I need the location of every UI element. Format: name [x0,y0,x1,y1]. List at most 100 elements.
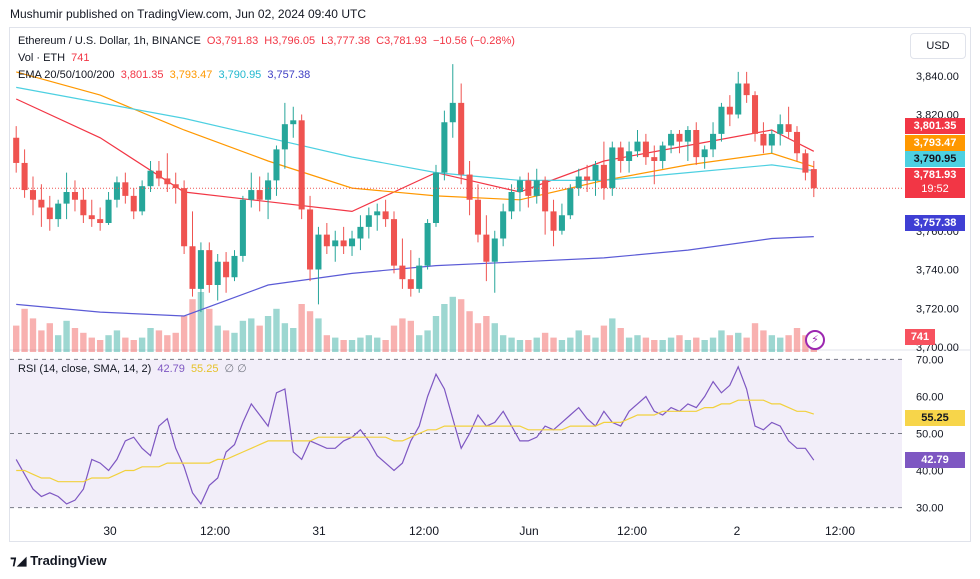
ema50-price-tag: 3,793.47 [905,135,965,151]
candle-body [676,133,683,142]
time-axis-label: 31 [312,524,326,538]
volume-label[interactable]: Vol · ETH [18,52,66,64]
candle-body [584,176,591,181]
volume-bar [206,308,213,352]
volume-bar [130,340,137,352]
volume-bar [785,335,792,352]
candle-body [491,238,498,262]
volume-bar [449,296,456,352]
volume-bar [46,323,53,352]
volume-bar [290,328,297,352]
candle-body [290,120,297,125]
ema-legend: EMA 20/50/100/200 3,801.35 3,793.47 3,79… [18,69,313,81]
ema200-line [16,236,814,317]
rsi-label[interactable]: RSI (14, close, SMA, 14, 2) [18,363,152,375]
volume-bar [214,325,221,352]
symbol-legend: Ethereum / U.S. Dollar, 1h, BINANCE O3,7… [18,35,518,47]
tradingview-logo[interactable]: ⁊◢ TradingView [10,553,107,569]
last-price: 3,781.93 [913,169,957,181]
volume-bar [726,335,734,352]
volume-bar [231,332,238,352]
candle-body [374,211,381,216]
candle-body [684,130,691,142]
rsi-legend: RSI (14, close, SMA, 14, 2) 42.79 55.25 … [18,362,250,375]
candle-body [130,195,137,212]
volume-bar [541,332,549,352]
volume-bar [332,337,339,352]
candle-body [458,102,465,175]
volume-bar [71,328,79,352]
volume-bar [743,337,750,352]
volume-bar [441,304,448,352]
volume-bar [155,330,163,352]
candle-body [500,211,507,239]
price-axis-label: 3,840.00 [916,71,959,83]
legend-change: −10.56 (−0.28%) [432,35,515,47]
volume-bar [735,332,742,352]
rsi-sma-tag: 55.25 [905,410,965,426]
lightning-icon[interactable]: ⚡ [805,330,825,350]
last-price-tag: 3,781.93 19:52 [905,168,965,198]
ema100-value: 3,790.95 [218,69,262,81]
volume-bar [499,335,507,352]
ema200-value: 3,757.38 [267,69,311,81]
candle-body [63,192,70,204]
time-axis-label: 12:00 [617,524,647,538]
rsi-band-background [10,359,902,508]
candle-body [710,133,717,150]
candle-body [617,147,624,161]
time-axis-label: 2 [734,524,741,538]
rsi-axis-label: 50.00 [916,429,944,441]
volume-bar [474,323,482,352]
chart-frame [9,27,971,542]
volume-bar [667,337,675,352]
volume-bar [642,337,650,352]
candle-body [609,147,616,189]
candle-body [743,83,750,96]
volume-bar [516,340,524,352]
currency-button[interactable]: USD [910,33,966,59]
legend-low: L3,777.38 [321,35,371,47]
volume-bar [239,320,247,352]
candle-body [71,192,78,200]
volume-bar [172,332,179,352]
volume-bar [659,340,666,352]
candle-body [298,120,305,210]
candle-body [357,226,364,239]
symbol-title[interactable]: Ethereum / U.S. Dollar, 1h, BINANCE [18,35,201,47]
volume-bar [617,328,624,352]
candle-body [726,106,733,115]
ema20-value: 3,801.35 [120,69,164,81]
legend-close: C3,781.93 [376,35,427,47]
volume-bar [525,340,532,352]
candle-body [668,133,675,146]
time-axis-label: 12:00 [200,524,230,538]
ema-label[interactable]: EMA 20/50/100/200 [18,69,115,81]
candle-body [55,203,62,220]
candle-body [810,169,817,189]
candle-body [525,180,532,196]
candle-body [340,240,347,247]
candle-body [113,182,120,200]
candle-body [390,219,398,266]
volume-bar [424,330,431,352]
rsi-axis-label: 40.00 [916,466,944,478]
candle-body [785,124,792,132]
volume-bar [693,337,700,352]
volume-bar [550,337,557,352]
candle-body [164,178,171,185]
candle-body [189,246,196,289]
publisher-line: Mushumir published on TradingView.com, J… [10,7,366,21]
price-axis-label: 3,720.00 [916,303,959,315]
candle-body [13,137,20,163]
candle-body [214,261,221,285]
volume-bar [508,337,515,352]
volume-bar [80,332,87,352]
volume-bar [122,337,129,352]
candle-body [38,199,45,208]
time-axis-label: 30 [103,524,117,538]
volume-tag: 741 [905,329,935,345]
candle-body [416,265,423,289]
candle-body [760,133,767,146]
